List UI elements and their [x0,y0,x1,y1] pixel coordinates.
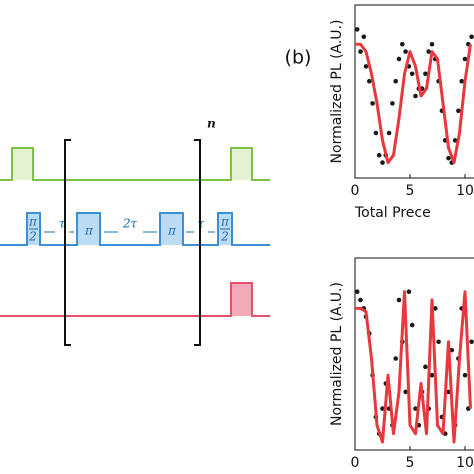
delay-label: τ [198,217,205,231]
data-point [354,289,360,295]
laser-pulse [232,149,251,180]
data-point [446,155,451,161]
readout-line [0,282,270,317]
data-point [386,130,392,136]
data-point [396,297,402,303]
data-point [363,64,369,69]
data-point [409,322,415,328]
data-point [393,78,399,84]
data-point [462,56,468,62]
data-point [429,41,435,47]
x-tick-label: 5 [406,183,415,199]
data-point [446,389,451,395]
x-axis-label: Total Prece [354,205,431,221]
data-point [436,339,441,345]
data-point [459,78,465,84]
data-point [413,93,418,99]
data-point [373,130,379,136]
data-point [452,138,458,143]
data-point [393,356,399,361]
x-tick-label: 10 [456,455,474,471]
x-tick-label: 0 [351,183,360,199]
data-point [409,71,415,77]
data-point [358,49,363,54]
fit-line [355,290,472,444]
x-tick-label: 10 [456,183,474,199]
data-point [469,339,474,345]
data-point [423,364,428,370]
data-point [358,297,363,303]
data-point [376,152,382,158]
pulse-label: π [28,215,38,229]
bracket [64,139,71,346]
delay-label: τ [59,217,66,231]
mw-pulse [161,214,182,245]
data-point [403,49,408,54]
data-point [456,108,461,114]
data-point [380,406,385,411]
bracket [194,139,201,346]
data-point [429,372,435,378]
data-point [462,372,468,378]
data-point [403,389,408,395]
readout-pulse [232,284,251,316]
data-point [354,27,360,32]
data-point [361,34,367,40]
y-axis-label: Normalized PL (A.U.) [329,20,345,164]
x-tick-label: 0 [351,455,360,471]
data-point [390,101,395,106]
data-point [400,41,405,47]
data-point [426,49,432,54]
data-point [370,101,375,106]
mw-line [0,212,270,246]
fit-line [355,42,472,165]
y-axis-label: Normalized PL (A.U.) [329,282,345,426]
data-point [423,71,428,77]
pulse-label: π [84,224,94,238]
data-point [380,160,385,165]
laser-pulse [13,149,32,180]
panel-label: (b) [285,47,312,69]
data-point [406,289,412,295]
data-point [433,306,438,311]
delay-label: 2τ [122,217,138,231]
pulse-label: π [220,215,230,229]
laser-line [0,147,270,181]
data-point [469,34,474,40]
pulse-label: 2 [28,230,37,244]
repeat-label: n [207,117,216,131]
data-point [367,78,372,84]
pulse-label: π [167,224,177,238]
pulse-label: 2 [220,230,229,244]
mw-pulse [78,214,99,245]
x-tick-label: 5 [406,455,415,471]
data-point [449,347,455,353]
data-point [396,56,402,62]
